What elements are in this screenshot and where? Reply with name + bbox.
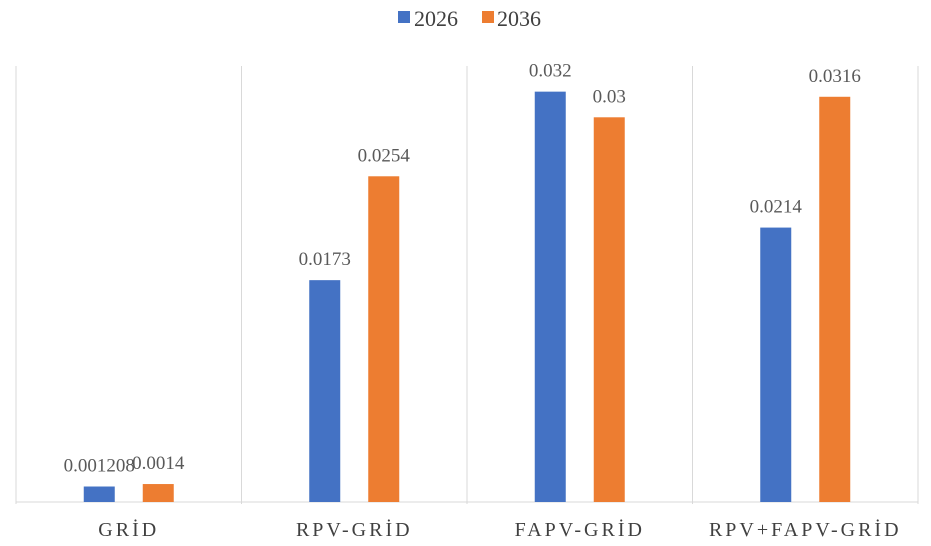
x-tick-label-0: GRİD [98,518,159,541]
legend-swatch-2026 [398,11,410,23]
legend-label-2026: 2026 [414,6,458,31]
x-tick-label-2: FAPV-GRİD [515,518,645,541]
bar-2036-2 [593,117,625,502]
data-label-2026-2: 0.032 [529,61,572,82]
bars [83,91,851,502]
x-tick-label-1: RPV-GRİD [296,518,413,541]
bar-2036-1 [368,176,400,502]
category-separators [15,66,919,504]
data-label-2026-3: 0.0214 [750,197,803,218]
bar-2036-3 [819,96,851,502]
data-label-2036-3: 0.0316 [809,66,861,87]
bar-2026-0 [83,486,115,502]
bar-2036-0 [142,484,174,502]
x-tick-label-3: RPV+FAPV-GRİD [709,518,902,541]
data-label-2036-2: 0.03 [593,86,626,107]
legend: 2026 2036 [398,6,541,31]
data-label-2026-1: 0.0173 [299,249,351,270]
data-label-2036-0: 0.0014 [132,453,185,474]
data-label-2036-1: 0.0254 [358,145,411,166]
bar-2026-2 [534,91,566,502]
bar-2026-3 [760,227,792,502]
bar-2026-1 [309,280,341,502]
x-tick-labels: GRİD RPV-GRİD FAPV-GRİD RPV+FAPV-GRİD [98,518,902,541]
legend-swatch-2036 [482,11,494,23]
legend-label-2036: 2036 [497,6,541,31]
data-label-2026-0: 0.001208 [64,456,135,477]
